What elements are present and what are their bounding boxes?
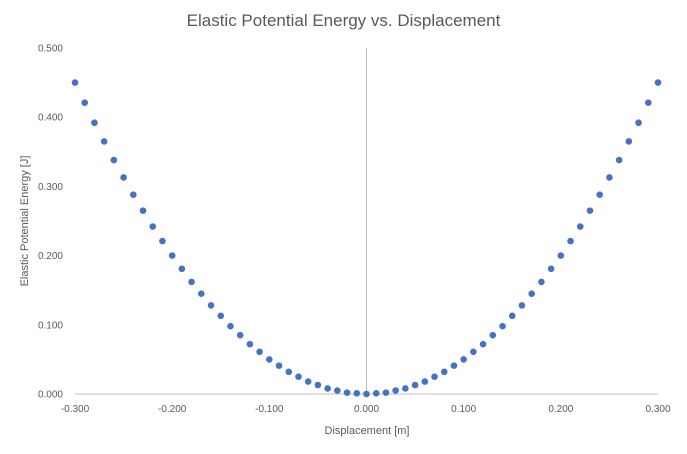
data-point <box>528 290 535 297</box>
x-tick-label: 0.100 <box>451 404 476 415</box>
y-tick-label: 0.500 <box>38 44 63 55</box>
y-axis-title: Elastic Potential Energy [J] <box>19 156 31 287</box>
data-point <box>576 223 584 230</box>
data-point <box>392 387 399 394</box>
data-point <box>217 312 225 320</box>
y-tick-label: 0.000 <box>38 390 63 401</box>
data-point <box>91 119 98 127</box>
data-point <box>246 340 254 348</box>
data-point <box>130 191 137 199</box>
data-point <box>236 331 244 339</box>
data-point <box>538 278 545 286</box>
data-point <box>615 156 623 164</box>
data-point <box>625 138 633 145</box>
data-point <box>606 174 613 181</box>
x-tick-label: 0.000 <box>354 404 379 415</box>
data-point <box>149 223 157 230</box>
data-point <box>450 362 458 369</box>
data-point <box>314 381 322 389</box>
data-point <box>567 237 574 245</box>
chart-title: Elastic Potential Energy vs. Displacemen… <box>187 11 501 30</box>
data-point <box>402 385 409 392</box>
data-point <box>654 79 662 86</box>
data-point <box>508 312 516 320</box>
data-point <box>275 362 283 369</box>
data-point <box>110 156 118 164</box>
data-point <box>178 265 186 273</box>
data-point <box>518 302 526 309</box>
x-tick-label: 0.200 <box>548 404 573 415</box>
data-points <box>71 79 662 398</box>
y-tick-label: 0.100 <box>38 320 63 331</box>
data-point <box>139 207 147 214</box>
data-point <box>499 322 506 330</box>
x-tick-label: -0.100 <box>255 404 284 415</box>
y-tick-label: 0.400 <box>38 113 63 124</box>
x-tick-label: 0.300 <box>645 404 670 415</box>
data-point <box>644 99 652 106</box>
data-point <box>489 331 497 339</box>
y-tick-label: 0.300 <box>38 182 63 193</box>
data-point <box>635 119 642 127</box>
data-point <box>256 348 263 356</box>
data-point <box>382 389 390 396</box>
y-tick-label: 0.200 <box>38 251 63 262</box>
data-point <box>431 373 438 381</box>
data-point <box>266 356 273 363</box>
data-point <box>586 207 594 214</box>
data-point <box>460 356 467 363</box>
y-axis-ticks: 0.000 0.100 0.200 0.300 0.400 0.500 <box>38 44 63 401</box>
data-point <box>207 302 215 309</box>
data-point <box>479 340 487 348</box>
x-tick-label: -0.200 <box>158 404 187 415</box>
x-tick-label: -0.300 <box>61 404 90 415</box>
data-point <box>71 79 79 86</box>
data-point <box>547 265 555 273</box>
data-point <box>100 138 108 145</box>
data-point <box>363 390 370 398</box>
data-point <box>353 390 361 397</box>
data-point <box>168 252 176 259</box>
data-point <box>596 191 603 199</box>
data-point <box>285 368 293 376</box>
data-point <box>470 348 477 356</box>
data-point <box>411 381 419 389</box>
data-point <box>324 385 331 392</box>
data-point <box>343 389 351 396</box>
data-point <box>198 290 205 297</box>
data-point <box>557 252 565 259</box>
data-point <box>227 322 234 330</box>
data-point <box>440 368 448 376</box>
data-point <box>188 278 195 286</box>
data-point <box>81 99 89 106</box>
data-point <box>120 174 127 181</box>
x-axis-ticks: -0.300 -0.200 -0.100 0.000 0.100 0.200 0.300 <box>61 404 671 415</box>
x-axis-title: Displacement [m] <box>325 425 410 437</box>
data-point <box>295 373 302 381</box>
data-point <box>372 390 380 397</box>
data-point <box>159 237 166 245</box>
data-point <box>334 387 341 394</box>
data-point <box>421 378 429 385</box>
data-point <box>304 378 312 385</box>
